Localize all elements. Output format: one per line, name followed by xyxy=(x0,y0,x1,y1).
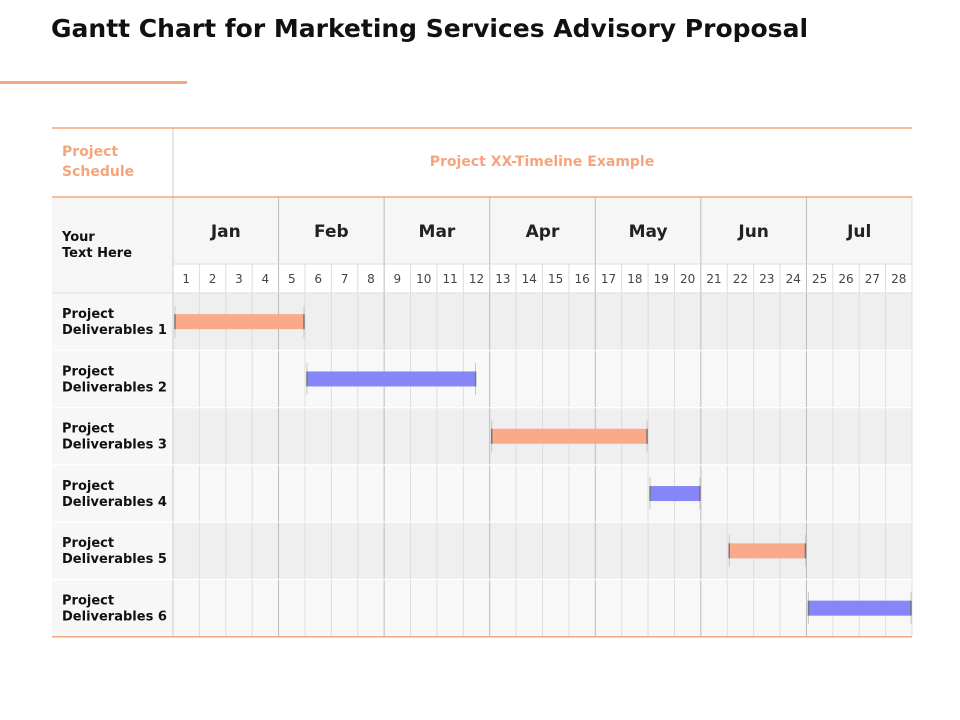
task-row-bg xyxy=(52,407,912,465)
task-label-line1: Project xyxy=(62,422,114,437)
week-label: 24 xyxy=(786,272,801,286)
week-label: 22 xyxy=(733,272,748,286)
task-label-line1: Project xyxy=(62,536,114,551)
schedule-header-line2: Schedule xyxy=(62,164,134,180)
week-label: 13 xyxy=(495,272,510,286)
week-label: 12 xyxy=(469,272,484,286)
task-label-line2: Deliverables 1 xyxy=(62,323,167,338)
week-label: 26 xyxy=(838,272,853,286)
week-label: 25 xyxy=(812,272,827,286)
week-label: 17 xyxy=(601,272,616,286)
task-bar xyxy=(729,543,806,559)
task-bar xyxy=(306,371,476,387)
task-label-line1: Project xyxy=(62,307,114,322)
row-header-line1: Your xyxy=(61,230,95,245)
week-label: 3 xyxy=(235,272,243,286)
month-label-may: May xyxy=(629,222,668,242)
task-bar xyxy=(808,600,911,616)
month-label-jun: Jun xyxy=(737,222,769,242)
week-label: 2 xyxy=(209,272,217,286)
task-label-cell xyxy=(52,293,173,351)
week-label: 4 xyxy=(262,272,270,286)
week-label: 23 xyxy=(759,272,774,286)
week-label: 1 xyxy=(182,272,190,286)
month-label-jul: Jul xyxy=(846,222,871,242)
task-label-line1: Project xyxy=(62,479,114,494)
week-label: 10 xyxy=(416,272,431,286)
week-label: 5 xyxy=(288,272,296,286)
task-label-cell xyxy=(52,579,173,637)
week-label: 8 xyxy=(367,272,375,286)
week-label: 15 xyxy=(548,272,563,286)
week-label: 20 xyxy=(680,272,695,286)
task-bar xyxy=(491,428,648,444)
schedule-header-line1: Project xyxy=(62,144,118,160)
task-bar xyxy=(175,314,304,330)
task-label-line2: Deliverables 6 xyxy=(62,610,167,625)
task-label-line1: Project xyxy=(62,594,114,609)
week-label: 11 xyxy=(442,272,457,286)
task-label-cell xyxy=(52,464,173,523)
week-label: 27 xyxy=(865,272,880,286)
month-label-jan: Jan xyxy=(210,222,241,242)
page-title: Gantt Chart for Marketing Services Advis… xyxy=(51,14,809,43)
task-label-cell xyxy=(52,407,173,465)
task-label-line1: Project xyxy=(62,364,114,379)
week-label: 7 xyxy=(341,272,349,286)
week-label: 19 xyxy=(654,272,669,286)
task-label-line2: Deliverables 4 xyxy=(62,495,167,510)
title-accent-line xyxy=(0,81,187,84)
row-header-line2: Text Here xyxy=(62,246,132,261)
task-bar xyxy=(650,486,700,502)
month-label-mar: Mar xyxy=(419,222,456,242)
task-row-bg xyxy=(52,579,912,637)
task-label-line2: Deliverables 3 xyxy=(62,438,167,453)
task-row-bg xyxy=(52,464,912,523)
week-label: 18 xyxy=(627,272,642,286)
task-label-cell xyxy=(52,522,173,580)
task-row-bg xyxy=(52,350,912,408)
task-label-cell xyxy=(52,350,173,408)
week-label: 21 xyxy=(706,272,721,286)
timeline-header: Project XX-Timeline Example xyxy=(430,154,654,170)
month-label-feb: Feb xyxy=(314,222,349,242)
task-label-line2: Deliverables 5 xyxy=(62,552,167,567)
week-label: 14 xyxy=(522,272,537,286)
week-label: 6 xyxy=(314,272,322,286)
month-label-apr: Apr xyxy=(526,222,560,242)
week-label: 28 xyxy=(891,272,906,286)
week-label: 9 xyxy=(394,272,402,286)
week-label: 16 xyxy=(574,272,589,286)
task-label-line2: Deliverables 2 xyxy=(62,380,167,395)
